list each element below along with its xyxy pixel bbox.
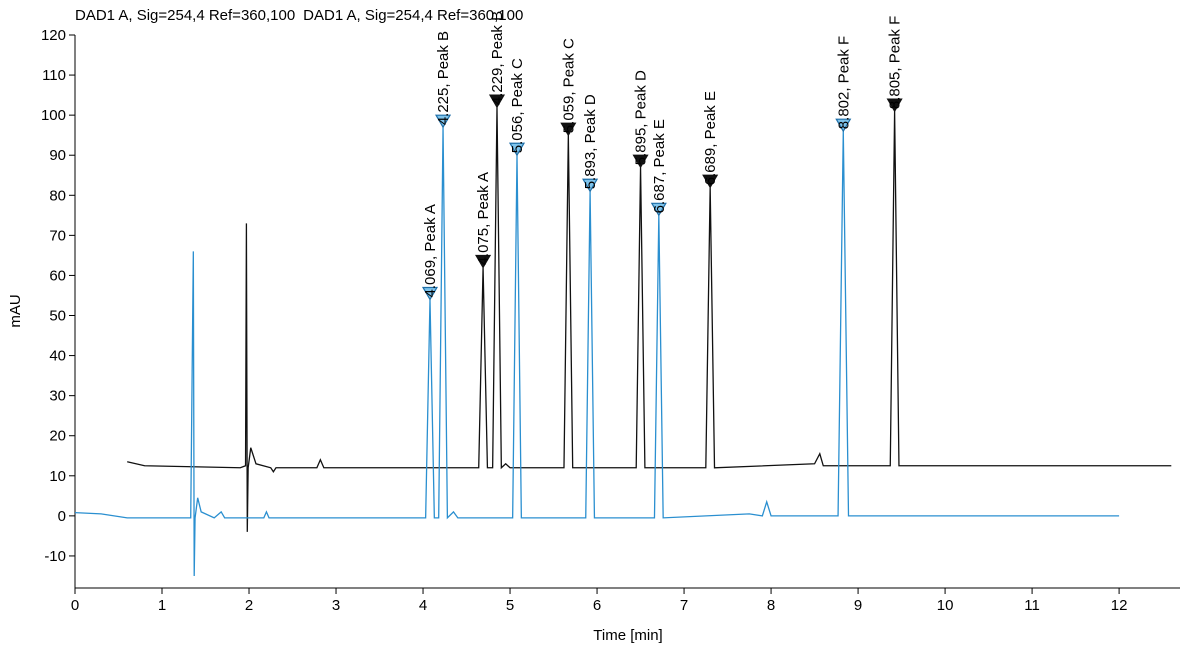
- x-tick-label: 9: [854, 597, 862, 614]
- x-tick-label: 0: [71, 597, 79, 614]
- y-tick-label: 40: [49, 348, 66, 365]
- peak-marker: [434, 114, 452, 129]
- x-tick-label: 8: [767, 597, 775, 614]
- x-tick-label: 7: [680, 597, 688, 614]
- y-tick-label: 80: [49, 187, 66, 204]
- y-axis-label: mAU: [7, 294, 24, 327]
- y-tick-label: 10: [49, 468, 66, 485]
- legend-entry: DAD1 A, Sig=254,4 Ref=360,100: [75, 7, 295, 24]
- x-tick-label: 11: [1024, 597, 1040, 614]
- y-tick-label: 60: [49, 267, 66, 284]
- x-tick-label: 5: [506, 597, 514, 614]
- y-tick-label: 110: [42, 67, 66, 84]
- peak-label: 6.687, Peak E: [651, 119, 668, 213]
- peak-marker: [886, 98, 903, 113]
- peak-label: 5.056, Peak C: [509, 58, 526, 153]
- peak-marker: [508, 142, 526, 157]
- x-axis-label: Time [min]: [593, 627, 662, 644]
- peak-marker: [632, 154, 649, 169]
- y-tick-label: 100: [41, 107, 66, 124]
- peak-marker: [582, 178, 599, 193]
- y-tick-label: 70: [49, 227, 66, 244]
- x-tick-label: 3: [332, 597, 340, 614]
- peak-marker: [835, 118, 852, 133]
- y-tick-label: 30: [49, 388, 66, 405]
- y-tick-label: 50: [49, 308, 66, 325]
- peak-marker: [650, 202, 667, 217]
- legend-entry: DAD1 A, Sig=254,4 Ref=360,100: [303, 7, 523, 24]
- y-tick-label: 120: [41, 27, 66, 44]
- peak-marker: [421, 286, 439, 301]
- peak-marker: [475, 254, 492, 269]
- trace-line: [74, 127, 1120, 576]
- peak-label: 4.229, Peak B: [489, 11, 506, 105]
- peak-label: 8.805, Peak F: [887, 16, 904, 109]
- peak-label: 8.802, Peak F: [835, 36, 852, 129]
- y-tick-label: -10: [44, 548, 66, 565]
- peak-label: 5.895, Peak D: [633, 70, 650, 165]
- peak-label: 4.225, Peak B: [435, 31, 452, 125]
- y-tick-label: 90: [49, 147, 66, 164]
- peak-label: 4.069, Peak A: [422, 204, 439, 297]
- peak-marker: [560, 122, 577, 137]
- x-tick-label: 10: [937, 597, 954, 614]
- x-tick-label: 6: [593, 597, 601, 614]
- x-tick-label: 4: [419, 597, 427, 614]
- peak-label: 4.075, Peak A: [475, 172, 492, 265]
- peak-marker: [488, 94, 506, 109]
- x-tick-label: 12: [1111, 597, 1128, 614]
- peak-label: 5.059, Peak C: [560, 38, 577, 133]
- peak-marker: [702, 174, 719, 189]
- peak-label: 6.689, Peak E: [702, 91, 719, 185]
- peak-label: 5.893, Peak D: [582, 94, 599, 189]
- x-tick-label: 2: [245, 597, 253, 614]
- y-tick-label: 20: [49, 428, 66, 445]
- x-tick-label: 1: [158, 597, 166, 614]
- y-tick-label: 0: [58, 508, 66, 525]
- trace-line: [127, 107, 1172, 532]
